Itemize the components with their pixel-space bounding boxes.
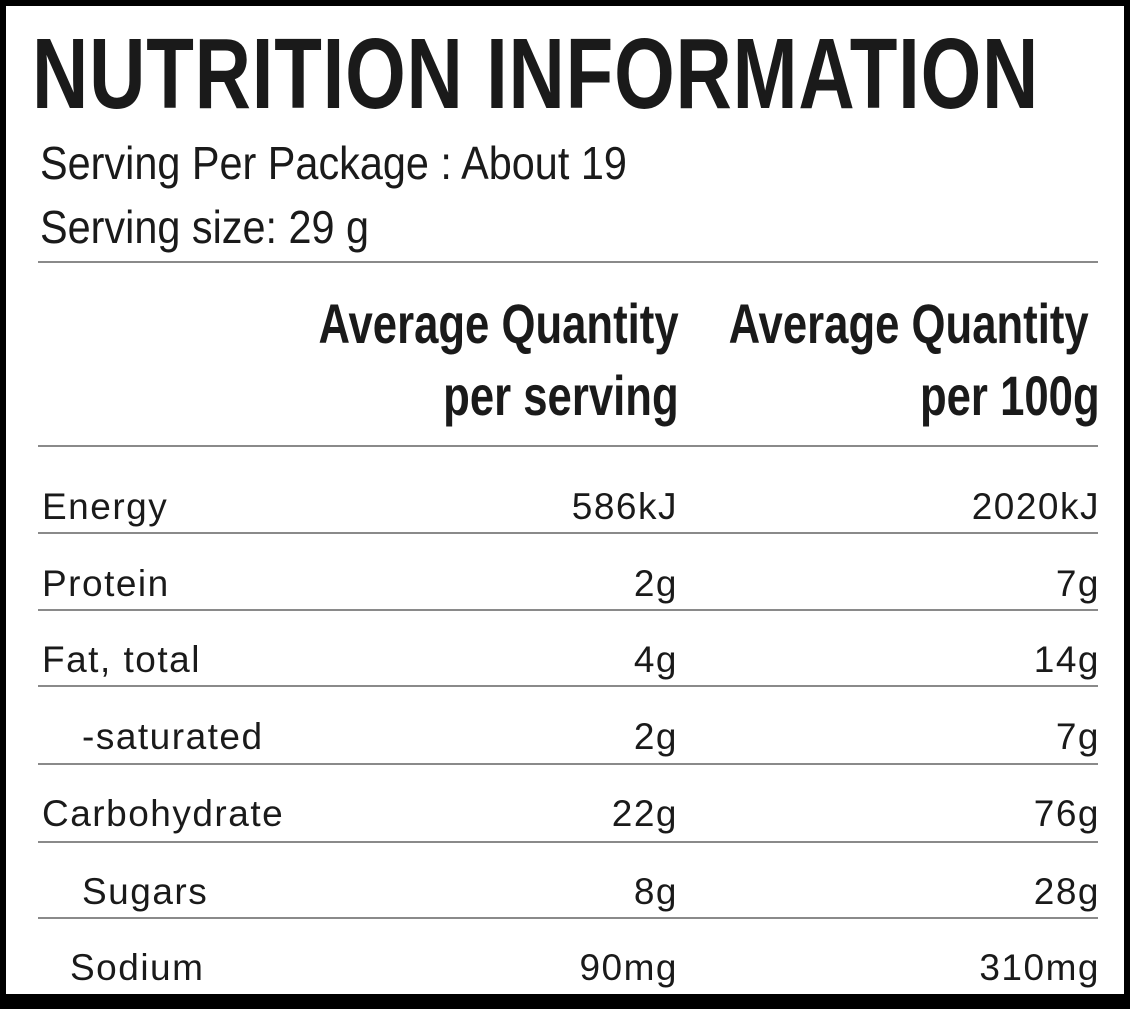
divider bbox=[38, 261, 1098, 263]
column-header-per-100g: Average Quantity per 100g bbox=[729, 288, 1100, 432]
header-line: per 100g bbox=[920, 364, 1100, 427]
table-row: Fat, total 4g 14g bbox=[6, 625, 1124, 701]
divider bbox=[38, 841, 1098, 843]
per-serving-value: 8g bbox=[633, 871, 678, 912]
nutrient-label: Protein bbox=[42, 563, 170, 604]
divider bbox=[38, 609, 1098, 611]
nutrient-label: Sugars bbox=[82, 871, 209, 912]
servings-per-package: Serving Per Package : About 19 bbox=[40, 137, 627, 189]
divider bbox=[38, 763, 1098, 765]
nutrient-label: Energy bbox=[42, 486, 169, 527]
per-serving-value: 4g bbox=[633, 639, 678, 680]
table-row: Sugars 8g 28g bbox=[6, 857, 1124, 933]
per-100g-value: 7g bbox=[1055, 563, 1100, 604]
per-100g-value: 14g bbox=[1033, 639, 1100, 680]
table-row: -saturated 2g 7g bbox=[6, 702, 1124, 778]
table-row: Energy 586kJ 2020kJ bbox=[6, 472, 1124, 548]
nutrient-label: Sodium bbox=[70, 947, 205, 988]
per-100g-value: 28g bbox=[1033, 871, 1100, 912]
nutrition-panel: NUTRITION INFORMATION Serving Per Packag… bbox=[6, 6, 1124, 994]
per-100g-value: 76g bbox=[1033, 793, 1100, 834]
serving-size: Serving size: 29 g bbox=[40, 201, 370, 253]
per-serving-value: 2g bbox=[633, 716, 678, 757]
header-line: per serving bbox=[443, 364, 679, 427]
table-row: Protein 2g 7g bbox=[6, 549, 1124, 625]
per-serving-value: 22g bbox=[611, 793, 678, 834]
per-100g-value: 2020kJ bbox=[971, 486, 1100, 527]
per-100g-value: 7g bbox=[1055, 716, 1100, 757]
nutrient-label: Carbohydrate bbox=[42, 793, 285, 834]
nutrient-label: Fat, total bbox=[42, 639, 201, 680]
divider bbox=[38, 532, 1098, 534]
table-row: Sodium 90mg 310mg bbox=[6, 933, 1124, 1009]
header-line: Average Quantity bbox=[729, 292, 1090, 355]
per-serving-value: 2g bbox=[633, 563, 678, 604]
header-line: Average Quantity bbox=[318, 292, 679, 355]
divider bbox=[38, 917, 1098, 919]
divider bbox=[38, 445, 1098, 447]
per-100g-value: 310mg bbox=[979, 947, 1100, 988]
nutrient-label: -saturated bbox=[82, 716, 264, 757]
divider bbox=[38, 685, 1098, 687]
label-title: NUTRITION INFORMATION bbox=[32, 18, 1040, 130]
per-serving-value: 90mg bbox=[579, 947, 678, 988]
per-serving-value: 586kJ bbox=[571, 486, 678, 527]
table-row: Carbohydrate 22g 76g bbox=[6, 779, 1124, 855]
column-header-per-serving: Average Quantity per serving bbox=[319, 288, 679, 432]
